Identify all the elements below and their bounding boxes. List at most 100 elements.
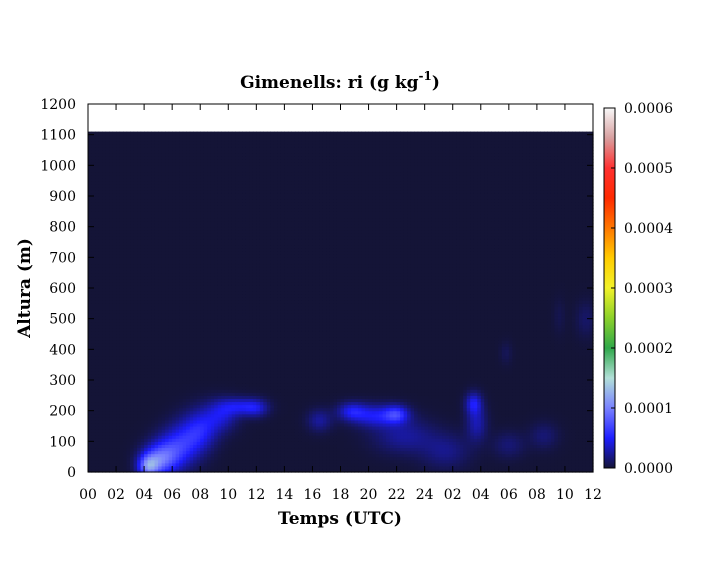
heatmap-cell bbox=[126, 177, 131, 182]
heatmap-cell bbox=[102, 294, 107, 298]
heatmap-cell bbox=[203, 438, 208, 442]
heatmap-cell bbox=[151, 220, 156, 225]
heatmap-cell bbox=[95, 468, 100, 473]
heatmap-cell bbox=[228, 453, 233, 458]
heatmap-cell bbox=[116, 450, 121, 455]
heatmap-cell bbox=[133, 364, 138, 369]
heatmap-cell bbox=[144, 199, 149, 203]
heatmap-cell bbox=[228, 248, 233, 252]
heatmap-cell bbox=[235, 208, 240, 212]
heatmap-cell bbox=[214, 226, 219, 231]
heatmap-cell bbox=[165, 269, 170, 274]
heatmap-cell bbox=[95, 177, 100, 182]
heatmap-cell bbox=[144, 349, 149, 353]
heatmap-cell bbox=[133, 422, 138, 427]
heatmap-cell bbox=[193, 407, 198, 412]
heatmap-cell bbox=[203, 395, 208, 399]
heatmap-cell bbox=[91, 398, 96, 403]
heatmap-cell bbox=[200, 278, 205, 283]
heatmap-cell bbox=[207, 358, 212, 363]
heatmap-cell bbox=[161, 361, 166, 366]
heatmap-cell bbox=[231, 242, 236, 246]
heatmap-cell bbox=[214, 196, 219, 200]
heatmap-cell bbox=[105, 416, 110, 421]
heatmap-cell bbox=[105, 297, 110, 301]
heatmap-cell bbox=[158, 465, 163, 470]
heatmap-cell bbox=[228, 438, 233, 442]
heatmap-cell bbox=[140, 447, 145, 452]
heatmap-cell bbox=[147, 327, 152, 332]
heatmap-cell bbox=[144, 321, 149, 326]
heatmap-cell bbox=[91, 238, 96, 243]
heatmap-cell bbox=[123, 202, 128, 206]
heatmap-cell bbox=[88, 275, 93, 280]
heatmap-cell bbox=[112, 131, 117, 136]
heatmap-cell bbox=[214, 364, 219, 369]
heatmap-cell bbox=[130, 444, 135, 449]
heatmap-cell bbox=[196, 361, 201, 366]
heatmap-cell bbox=[179, 383, 184, 387]
heatmap-cell bbox=[137, 380, 142, 384]
heatmap-cell bbox=[105, 327, 110, 332]
heatmap-cell bbox=[105, 272, 110, 277]
heatmap-cell bbox=[189, 251, 194, 255]
heatmap-cell bbox=[151, 232, 156, 237]
heatmap-cell bbox=[179, 358, 184, 363]
heatmap-cell bbox=[200, 392, 205, 396]
heatmap-cell bbox=[200, 272, 205, 277]
heatmap-cell bbox=[165, 202, 170, 206]
heatmap-cell bbox=[200, 459, 205, 464]
heatmap-cell bbox=[203, 389, 208, 393]
heatmap-cell bbox=[165, 254, 170, 258]
heatmap-cell bbox=[123, 245, 128, 249]
heatmap-cell bbox=[98, 404, 103, 409]
heatmap-cell bbox=[217, 441, 222, 445]
heatmap-cell bbox=[91, 373, 96, 378]
heatmap-cell bbox=[172, 245, 177, 249]
heatmap-cell bbox=[172, 297, 177, 301]
heatmap-cell bbox=[217, 340, 222, 344]
heatmap-cell bbox=[207, 211, 212, 215]
heatmap-cell bbox=[235, 429, 240, 433]
heatmap-cell bbox=[102, 229, 107, 234]
heatmap-cell bbox=[193, 177, 198, 182]
heatmap-cell bbox=[168, 260, 173, 265]
heatmap-cell bbox=[235, 459, 240, 464]
heatmap-cell bbox=[116, 380, 121, 384]
heatmap-cell bbox=[179, 318, 184, 323]
heatmap-cell bbox=[126, 419, 131, 424]
heatmap-cell bbox=[119, 376, 124, 381]
heatmap-cell bbox=[193, 196, 198, 200]
heatmap-cell bbox=[168, 196, 173, 200]
heatmap-cell bbox=[95, 192, 100, 197]
heatmap-cell bbox=[112, 367, 117, 372]
heatmap-cell bbox=[151, 291, 156, 295]
heatmap-cell bbox=[161, 143, 166, 148]
heatmap-cell bbox=[193, 438, 198, 442]
heatmap-cell bbox=[207, 340, 212, 344]
heatmap-cell bbox=[207, 407, 212, 412]
heatmap-cell bbox=[105, 370, 110, 375]
heatmap-cell bbox=[214, 217, 219, 222]
heatmap-cell bbox=[186, 202, 191, 206]
heatmap-cell bbox=[165, 235, 170, 240]
heatmap-cell bbox=[133, 321, 138, 326]
heatmap-cell bbox=[126, 257, 131, 261]
heatmap-cell bbox=[242, 180, 247, 185]
heatmap-cell bbox=[158, 266, 163, 271]
heatmap-cell bbox=[224, 330, 229, 335]
heatmap-cell bbox=[214, 229, 219, 234]
heatmap-cell bbox=[214, 245, 219, 249]
heatmap-cell bbox=[242, 214, 247, 219]
heatmap-cell bbox=[235, 205, 240, 209]
heatmap-cell bbox=[119, 321, 124, 326]
heatmap-cell bbox=[172, 291, 177, 295]
heatmap-cell bbox=[189, 226, 194, 231]
heatmap-cell bbox=[200, 337, 205, 341]
heatmap-cell bbox=[95, 444, 100, 449]
heatmap-cell bbox=[140, 254, 145, 258]
heatmap-cell bbox=[231, 186, 236, 191]
heatmap-cell bbox=[126, 422, 131, 427]
heatmap-cell bbox=[126, 444, 131, 449]
heatmap-cell bbox=[158, 413, 163, 418]
